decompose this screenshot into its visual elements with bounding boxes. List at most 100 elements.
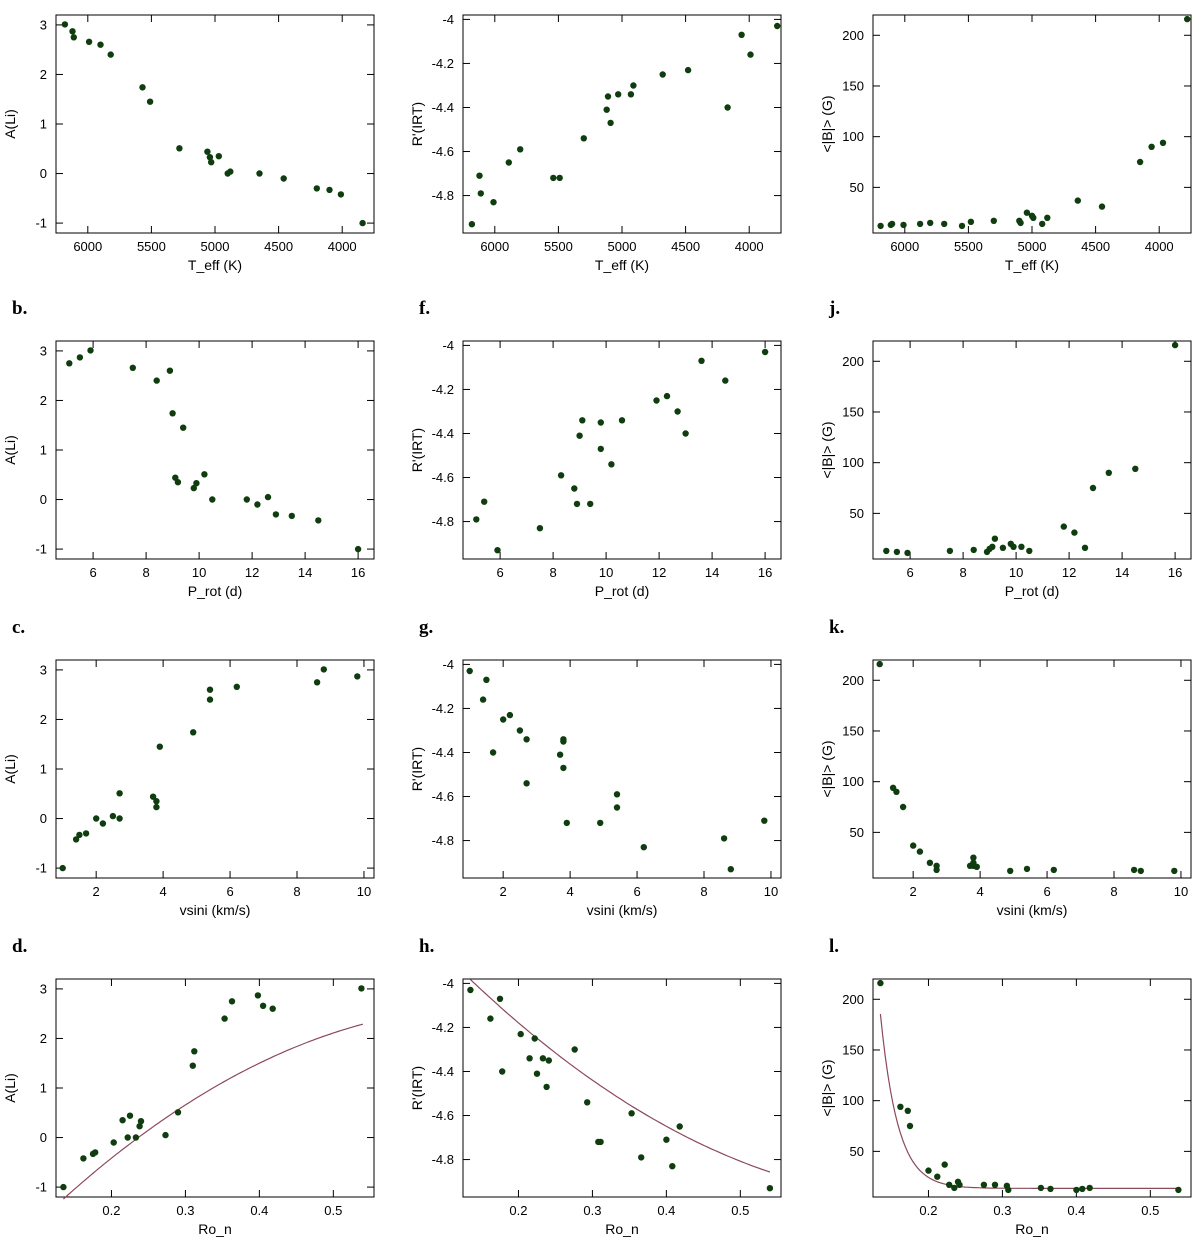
x-tick-label: 12	[652, 565, 666, 580]
data-point	[897, 1103, 904, 1111]
data-point	[545, 1057, 552, 1064]
y-tick-label: -4.6	[432, 470, 454, 485]
x-tick-label: 4000	[1145, 239, 1174, 254]
plot-frame	[872, 340, 1192, 560]
x-tick-label: 0.5	[1141, 1203, 1159, 1218]
x-tick-label: 16	[351, 565, 365, 580]
data-point	[1005, 1186, 1012, 1194]
data-point	[76, 354, 84, 361]
y-tick-label: 0	[40, 811, 47, 826]
data-point	[669, 1163, 676, 1170]
data-point	[883, 547, 890, 555]
data-point	[910, 842, 917, 849]
data-point	[208, 159, 215, 166]
plot-frame	[55, 340, 375, 560]
data-point	[70, 34, 78, 41]
x-tick-label: 2	[500, 884, 507, 899]
data-point	[139, 84, 146, 91]
x-tick-label: 8	[142, 565, 149, 580]
data-point	[990, 217, 997, 224]
data-point	[674, 408, 681, 415]
data-point	[162, 1131, 169, 1139]
data-point	[191, 1048, 198, 1055]
data-point	[640, 844, 647, 851]
x-tick-label: 2	[93, 884, 100, 899]
data-point	[597, 445, 604, 453]
y-tick-label: 200	[842, 28, 864, 43]
data-point	[603, 106, 610, 113]
data-point	[156, 743, 163, 750]
data-point	[720, 835, 728, 842]
data-point	[233, 683, 240, 690]
y-tick-label: -1	[35, 861, 47, 876]
plot-frame	[872, 659, 1192, 879]
data-point	[1026, 547, 1033, 555]
data-point	[1079, 1185, 1086, 1193]
data-point	[215, 153, 222, 160]
data-point	[264, 493, 272, 501]
data-point	[904, 1107, 911, 1115]
data-point	[560, 736, 567, 743]
y-tick-label: 50	[850, 506, 864, 521]
y-tick-label: 100	[842, 774, 864, 789]
data-point	[153, 377, 160, 384]
panel-tag: f.	[419, 298, 430, 319]
y-tick-label: -4.8	[432, 188, 454, 203]
x-tick-label: 10	[764, 884, 778, 899]
x-tick-label: 6000	[480, 239, 509, 254]
data-point	[204, 148, 211, 155]
x-axis-label: T_eff (K)	[1005, 257, 1059, 273]
y-tick-label: 50	[850, 180, 864, 195]
data-point	[206, 154, 214, 161]
x-tick-label: 10	[1174, 884, 1188, 899]
data-point	[557, 472, 565, 479]
x-tick-label: 0.2	[102, 1203, 120, 1218]
data-point	[888, 220, 896, 228]
data-point	[174, 1109, 182, 1116]
x-tick-label: 6	[1043, 884, 1050, 899]
data-point	[999, 544, 1007, 551]
data-point	[193, 480, 200, 487]
data-point	[82, 830, 90, 837]
data-point	[941, 220, 948, 228]
plot-frame	[55, 659, 375, 879]
y-tick-label: 1	[40, 1081, 47, 1096]
x-tick-label: 2	[910, 884, 917, 899]
data-point	[72, 836, 80, 843]
x-axis-label: T_eff (K)	[188, 257, 242, 273]
x-tick-label: 8	[549, 565, 556, 580]
data-point	[473, 516, 480, 523]
data-point	[1171, 341, 1179, 349]
y-tick-label: 50	[850, 1144, 864, 1159]
data-point	[1159, 139, 1167, 146]
data-point	[560, 764, 567, 772]
y-axis-label: R'(IRT)	[409, 747, 425, 791]
data-point	[1039, 220, 1046, 228]
y-tick-label: -1	[35, 542, 47, 557]
x-tick-label: 8	[700, 884, 707, 899]
data-point	[137, 1118, 145, 1125]
plot-frame	[462, 659, 782, 879]
x-tick-label: 0.4	[1067, 1203, 1085, 1218]
data-point	[516, 727, 524, 734]
x-axis-label: vsini (km/s)	[997, 902, 1068, 918]
x-tick-label: 0.3	[993, 1203, 1011, 1218]
data-point	[1050, 866, 1058, 874]
data-point	[1044, 214, 1051, 221]
data-point	[109, 812, 117, 820]
data-point	[174, 479, 182, 486]
y-axis-label: <|B|> (G)	[819, 740, 835, 797]
data-point	[613, 804, 621, 811]
data-point	[146, 98, 154, 105]
data-point	[531, 1035, 538, 1042]
data-point	[494, 547, 501, 554]
y-tick-label: -4.6	[432, 1108, 454, 1123]
data-point	[584, 1099, 591, 1106]
panel-h: h. 0.2 0.3 0.4 0.5 -4.8 -4.6 -4.4 -4.2 -4 Ro_n R'(I…	[409, 936, 782, 1237]
data-point	[320, 666, 327, 673]
data-point	[946, 1181, 953, 1189]
panel-tag: h.	[419, 936, 434, 957]
data-point	[153, 798, 160, 805]
y-tick-label: 150	[842, 78, 864, 93]
y-axis-label: R'(IRT)	[409, 1066, 425, 1110]
